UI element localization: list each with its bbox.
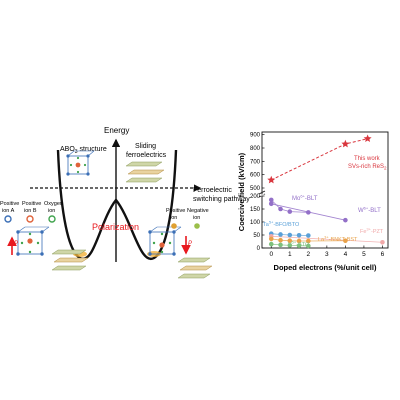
y-tick-label: 0 [257,246,261,252]
x-tick-label: 1 [288,251,292,258]
series-markers [267,134,385,249]
x-tick-label: 6 [381,251,385,258]
data-point [287,232,293,238]
data-point [287,238,293,244]
abo3-label: ABO3 structure [60,146,107,155]
data-point [268,241,274,247]
p-label-right: P [188,241,192,247]
data-point [278,237,283,243]
data-point [278,206,283,212]
y-tick-label: 600 [250,173,261,179]
this-work-label-line2: SVs-rich ReS2 [348,164,387,171]
abo3-ion-legend: Positive ion A Positive ion B Oxygen ion [0,201,63,223]
data-point [278,232,283,237]
y-tick-label: 700 [250,159,261,165]
x-axis-label: Doped electrons (%/unit cell) [274,263,377,272]
abo3-cube-right-icon [148,226,182,256]
legend-ion-b-line1: Positive [22,201,41,207]
y-axis-label: Coercive field (kV/cm) [237,152,246,231]
sliding-label-line1: Sliding [135,143,156,150]
y-tick-label: 200 [250,194,261,200]
x-tick-label: 2 [307,251,311,258]
fe-pzt-label: Fe3+-PZT [360,227,384,236]
x-tick-label: 5 [362,251,366,258]
sliding-layers-top-icon [125,161,165,183]
sliding-layers-right-icon [177,257,213,279]
x-tick-label: 0 [269,251,273,258]
w-blt-label: W6+-BLT [358,206,381,215]
x-tick-labels: 0 1 2 3 4 5 6 [269,245,385,258]
legend-oxygen-icon [48,215,56,223]
data-point [296,232,302,238]
legend-negative-line2: ion [193,215,200,221]
legend-positive-line1: Positive [166,208,185,214]
data-point [343,217,348,223]
double-well-curve [56,149,178,261]
data-point [268,197,274,203]
legend-oxygen-line2: ion [48,208,55,214]
legend-oxygen-line1: Oxygen [44,201,63,207]
sliding-ion-legend: Positive ion Negative ion [166,208,209,229]
data-point [306,210,311,215]
v-bto-label: V5+-BTO [288,240,310,249]
pathway-axis-label-line2: switching pathway [193,196,250,203]
legend-ion-a-line2: ion A [2,208,15,214]
legend-ion-a-icon [4,215,12,223]
legend-negative-icon [194,223,200,229]
chart-frame [261,131,389,249]
data-point [287,243,293,248]
pathway-axis-label-line1: Ferroelectric [193,187,232,194]
ta-bfo-bto-label: Ta5+-BFO/BTO [263,220,300,229]
energy-diagram: Energy Ferroelectric switching pathway A… [0,126,250,279]
data-point [296,238,302,244]
la-bnkt-bst-label: La3+-BNKT-BST [318,235,358,244]
abo3-cube-left-icon [16,226,50,256]
data-point [296,243,302,248]
data-point [278,242,283,248]
data-point [306,233,311,238]
legend-ion-b-icon [26,215,34,223]
legend-positive-icon [171,223,177,229]
mo-blt-label: Mo6+-BLT [292,194,318,203]
energy-axis-label: Energy [104,126,129,135]
x-tick-label: 4 [344,251,348,258]
y-tick-label: 50 [253,233,260,239]
legend-ion-b-line2: ion B [24,208,37,214]
data-point [306,238,311,244]
p-label-left: P [14,241,18,247]
coercive-field-chart: Coercive field (kV/cm) Doped electrons (… [237,131,389,272]
this-work-label-line1: This work [354,156,381,162]
legend-positive-line2: ion [170,215,177,221]
y-tick-label: 500 [250,186,261,192]
y-tick-label: 800 [250,146,261,152]
data-point [268,236,274,242]
sliding-layers-left-icon [51,249,89,271]
star-point [267,175,276,184]
star-point [341,139,350,148]
data-point [287,209,293,214]
y-tick-label: 150 [250,207,261,213]
legend-negative-line1: Negative [187,208,209,214]
data-point [268,201,274,207]
polarization-label: Polarization [92,222,139,232]
y-tick-label: 100 [250,220,261,226]
y-tick-label: 900 [250,133,261,139]
data-point [380,239,385,245]
data-point [306,243,311,249]
abo3-cube-top-icon [66,150,95,176]
y-tick-labels: 500 600 700 800 900 0 50 100 150 200 [250,133,265,252]
sliding-label-line2: ferroelectrics [126,152,167,159]
axis-break [258,190,266,198]
x-tick-label: 3 [325,251,329,258]
data-point [343,238,348,244]
star-point [363,134,372,143]
legend-ion-a-line1: Positive [0,201,19,207]
